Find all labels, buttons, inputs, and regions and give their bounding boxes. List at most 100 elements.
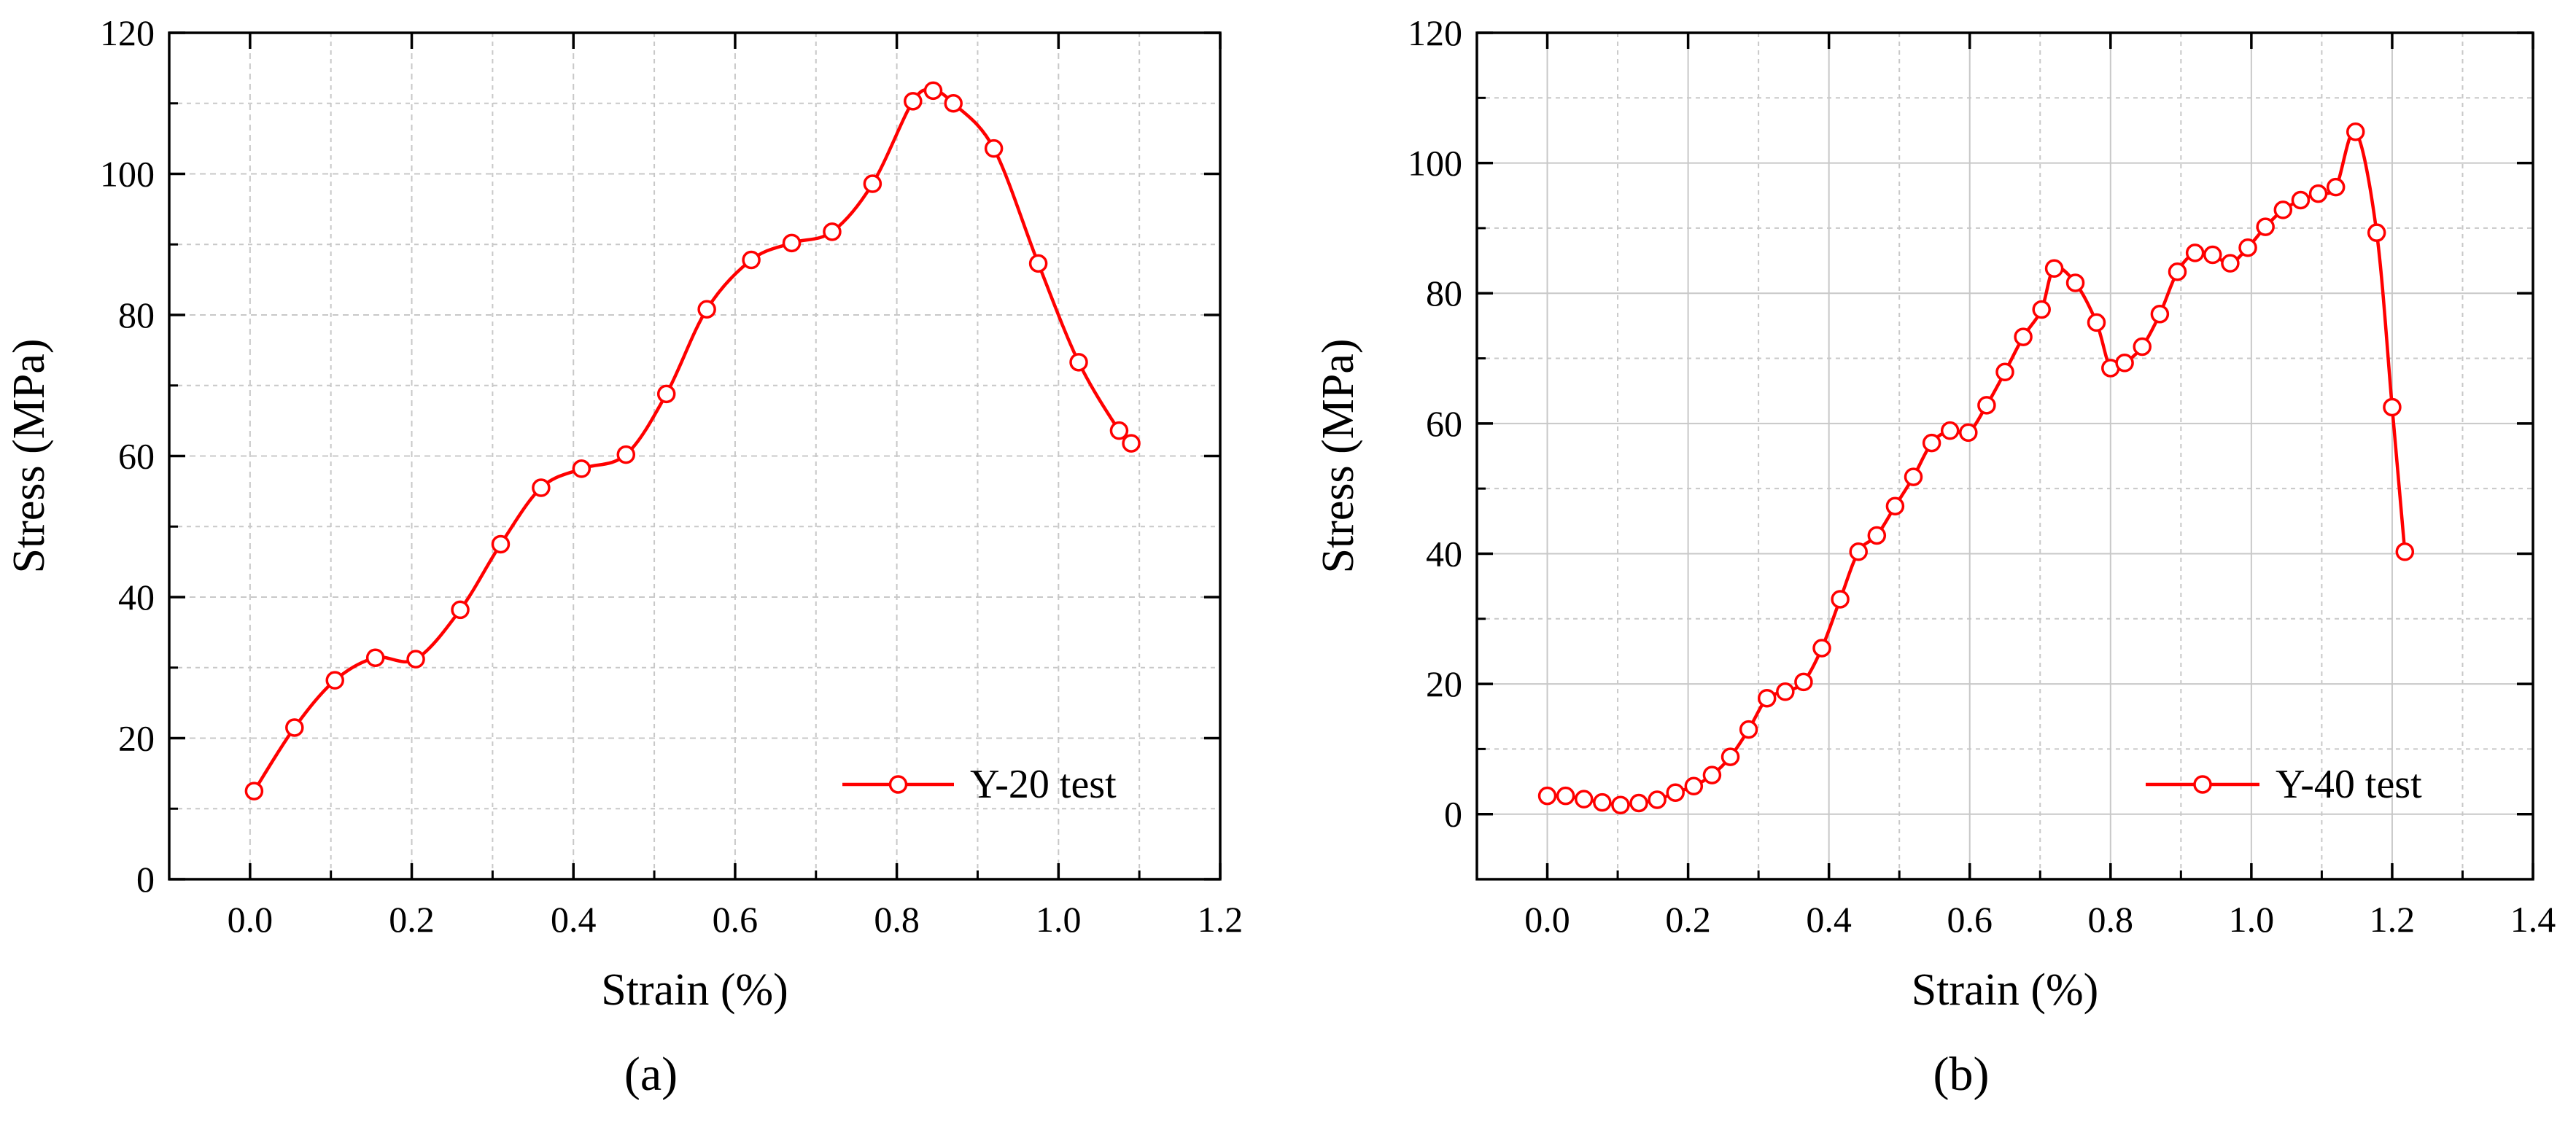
y-tick-label: 20: [1426, 663, 1462, 704]
series-line: [1547, 129, 2407, 807]
data-point: [1556, 786, 1575, 806]
data-point: [2326, 177, 2346, 197]
data-point: [1109, 421, 1129, 440]
data-point: [1537, 786, 1557, 806]
data-point: [2065, 273, 2085, 292]
y-tick-label: 20: [118, 718, 155, 759]
data-point: [2238, 238, 2257, 257]
data-point: [1995, 362, 2014, 382]
data-point: [2395, 542, 2415, 561]
data-point: [616, 445, 636, 464]
data-point: [1867, 526, 1887, 545]
data-point: [1794, 672, 1813, 692]
data-point: [1922, 433, 1941, 453]
data-point: [2133, 337, 2152, 357]
data-point: [1885, 496, 1905, 516]
data-point: [1720, 747, 1740, 766]
series-line: [252, 87, 1133, 792]
data-point: [2256, 217, 2275, 236]
data-point: [1028, 254, 1048, 273]
x-tick-label: 0.6: [713, 899, 759, 940]
data-point: [1122, 434, 1141, 453]
data-point: [406, 650, 425, 669]
x-tick-label: 0.4: [551, 899, 597, 940]
data-point: [532, 478, 551, 497]
data-point: [2291, 190, 2311, 210]
y-tick-label: 100: [100, 154, 155, 195]
data-point: [782, 233, 802, 253]
data-point: [325, 671, 344, 690]
panel-label: (a): [624, 1048, 678, 1101]
legend-marker: [2193, 775, 2212, 794]
data-point: [2308, 184, 2328, 203]
data-point: [923, 81, 943, 101]
data-point: [656, 384, 676, 404]
data-point: [1611, 795, 1630, 814]
y-tick-label: 80: [118, 295, 155, 335]
y-tick-label: 60: [1426, 403, 1462, 444]
y-tick-label: 80: [1426, 273, 1462, 313]
x-tick-label: 0.8: [2088, 899, 2134, 940]
y-tick-label: 120: [1408, 12, 1462, 53]
x-tick-label: 1.2: [1198, 899, 1244, 940]
x-tick-label: 0.4: [1806, 899, 1852, 940]
legend-marker: [888, 775, 908, 794]
y-tick-label: 0: [1444, 794, 1462, 835]
data-point: [1574, 790, 1594, 809]
x-tick-label: 1.4: [2510, 899, 2556, 940]
y-tick-label: 120: [100, 12, 155, 53]
panel-label: (b): [1933, 1048, 1990, 1101]
data-point: [2014, 327, 2033, 346]
legend-label: Y-40 test: [2276, 762, 2422, 807]
data-point: [491, 534, 511, 554]
x-tick-label: 1.0: [2229, 899, 2275, 940]
data-point: [1757, 688, 1777, 708]
y-tick-label: 40: [118, 577, 155, 618]
data-point: [1739, 720, 1758, 739]
data-point: [1593, 792, 1612, 812]
data-point: [697, 300, 716, 319]
y-tick-label: 40: [1426, 533, 1462, 574]
data-point: [1904, 467, 1923, 486]
data-point: [572, 459, 591, 478]
y-tick-label: 60: [118, 436, 155, 477]
data-point: [1831, 590, 1850, 609]
data-point: [2115, 354, 2134, 373]
data-point: [2044, 259, 2064, 278]
data-point: [2367, 223, 2386, 242]
data-point: [2087, 313, 2106, 332]
chart-panel-a: 0.0 0.2 0.4 0.6 0.8 1.0 1.2 0 20 40 60 80 100 120 Stra…: [4, 12, 1243, 1101]
data-point: [904, 92, 923, 111]
x-tick-label: 0.2: [1665, 899, 1711, 940]
chart-panel-b: 0.0 0.2 0.4 0.6 0.8 1.0 1.2 1.4 0 20 40 60 80 100 120 S…: [1314, 12, 2556, 1101]
data-point: [1648, 790, 1667, 809]
x-tick-label: 0.0: [1524, 899, 1570, 940]
data-point: [1684, 776, 1704, 796]
data-point: [285, 718, 304, 737]
data-point: [2383, 397, 2402, 417]
x-tick-label: 0.6: [1947, 899, 1993, 940]
y-axis-title: Stress (MPa): [1314, 338, 1363, 573]
data-point: [823, 222, 842, 241]
data-point: [2168, 262, 2187, 281]
y-tick-label: 100: [1408, 143, 1462, 184]
data-point: [451, 600, 470, 620]
data-point: [1702, 765, 1722, 784]
data-point: [984, 139, 1004, 158]
x-tick-label: 0.0: [228, 899, 273, 940]
x-tick-label: 1.2: [2370, 899, 2416, 940]
data-point: [1977, 396, 1996, 415]
data-point: [1812, 639, 1831, 658]
data-point: [1849, 542, 1868, 561]
x-axis-title: Strain (%): [601, 965, 788, 1015]
data-point: [2203, 245, 2222, 265]
data-point: [1666, 783, 1685, 802]
data-point: [1069, 353, 1088, 372]
data-point: [2221, 254, 2240, 273]
data-point: [2032, 300, 2051, 319]
y-axis-title: Stress (MPa): [4, 338, 54, 573]
data-point: [2185, 244, 2205, 262]
data-point: [1629, 793, 1648, 813]
data-point: [944, 94, 963, 113]
